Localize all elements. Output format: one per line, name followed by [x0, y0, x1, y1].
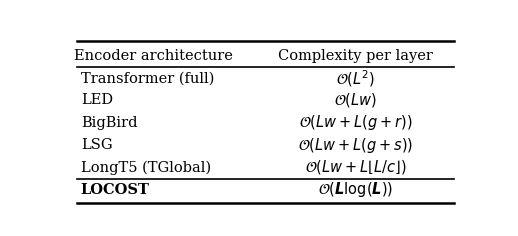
Text: LSG: LSG [81, 138, 112, 152]
Text: $\mathcal{O}(Lw)$: $\mathcal{O}(Lw)$ [334, 92, 377, 110]
Text: Encoder architecture: Encoder architecture [74, 49, 233, 63]
Text: LED: LED [81, 93, 113, 107]
Text: $\mathcal{O}(Lw + L(g + s))$: $\mathcal{O}(Lw + L(g + s))$ [298, 136, 413, 155]
Text: $\mathcal{O}(Lw + L(g + r))$: $\mathcal{O}(Lw + L(g + r))$ [299, 113, 413, 132]
Text: Complexity per layer: Complexity per layer [278, 49, 433, 63]
Text: LOCOST: LOCOST [81, 183, 150, 197]
Text: $\mathcal{O}(\boldsymbol{L}\log(\boldsymbol{L}))$: $\mathcal{O}(\boldsymbol{L}\log(\boldsym… [318, 180, 393, 199]
Text: BigBird: BigBird [81, 116, 137, 130]
Text: $\mathcal{O}(Lw + L\lfloor L/c\rfloor)$: $\mathcal{O}(Lw + L\lfloor L/c\rfloor)$ [305, 158, 407, 177]
Text: Transformer (full): Transformer (full) [81, 71, 214, 85]
Text: LongT5 (TGlobal): LongT5 (TGlobal) [81, 160, 211, 175]
Text: $\mathcal{O}(L^2)$: $\mathcal{O}(L^2)$ [336, 68, 376, 88]
